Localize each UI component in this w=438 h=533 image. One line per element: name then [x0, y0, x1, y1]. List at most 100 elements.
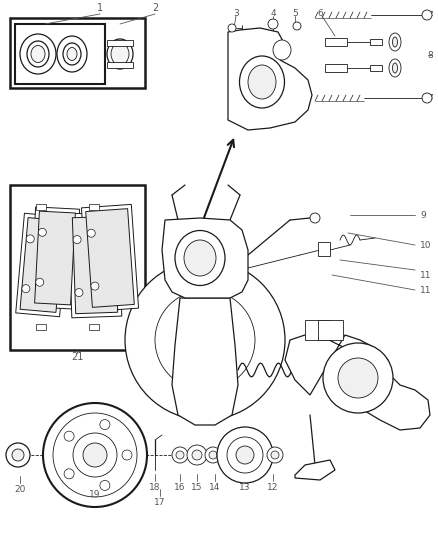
- Circle shape: [227, 24, 236, 32]
- Ellipse shape: [239, 56, 284, 108]
- Text: 14: 14: [209, 483, 220, 492]
- Text: 1: 1: [97, 3, 103, 13]
- Circle shape: [205, 447, 220, 463]
- Polygon shape: [20, 217, 64, 312]
- Polygon shape: [30, 207, 79, 309]
- Circle shape: [64, 469, 74, 479]
- Ellipse shape: [107, 39, 133, 69]
- Circle shape: [208, 451, 216, 459]
- Ellipse shape: [392, 37, 396, 47]
- Circle shape: [176, 451, 184, 459]
- Circle shape: [6, 443, 30, 467]
- Bar: [10, 18, 145, 88]
- Circle shape: [83, 443, 107, 467]
- Bar: [36, 204, 46, 210]
- Circle shape: [122, 450, 132, 460]
- Circle shape: [322, 343, 392, 413]
- Circle shape: [22, 285, 30, 293]
- Bar: [369, 39, 381, 45]
- Bar: [324, 64, 346, 72]
- Polygon shape: [68, 212, 121, 318]
- Circle shape: [87, 229, 95, 237]
- Circle shape: [216, 427, 272, 483]
- Ellipse shape: [111, 43, 129, 65]
- Text: 11: 11: [419, 286, 431, 295]
- Ellipse shape: [31, 45, 45, 62]
- Text: 15: 15: [191, 483, 202, 492]
- Ellipse shape: [63, 43, 81, 65]
- Circle shape: [421, 10, 431, 20]
- Circle shape: [191, 450, 201, 460]
- Circle shape: [43, 403, 147, 507]
- Ellipse shape: [57, 36, 87, 72]
- Text: 4: 4: [269, 9, 275, 18]
- Polygon shape: [227, 28, 311, 130]
- Circle shape: [421, 93, 431, 103]
- Circle shape: [125, 260, 284, 420]
- Ellipse shape: [392, 63, 396, 73]
- Polygon shape: [85, 208, 134, 308]
- Text: 2: 2: [152, 3, 158, 13]
- Bar: [89, 324, 99, 330]
- Circle shape: [73, 433, 117, 477]
- Text: 16: 16: [174, 483, 185, 492]
- Bar: [369, 65, 381, 71]
- Text: 20: 20: [14, 486, 26, 495]
- Circle shape: [75, 288, 83, 296]
- Circle shape: [53, 413, 137, 497]
- Ellipse shape: [20, 34, 56, 74]
- Text: 13: 13: [239, 483, 250, 492]
- Circle shape: [172, 447, 187, 463]
- Circle shape: [292, 22, 300, 30]
- Circle shape: [337, 358, 377, 398]
- Circle shape: [100, 419, 110, 430]
- Bar: [107, 40, 133, 46]
- Bar: [89, 204, 99, 210]
- Bar: [107, 62, 133, 68]
- Ellipse shape: [388, 59, 400, 77]
- Polygon shape: [72, 216, 117, 314]
- Circle shape: [64, 431, 74, 441]
- Circle shape: [236, 446, 254, 464]
- Polygon shape: [162, 218, 247, 298]
- Polygon shape: [35, 211, 75, 305]
- Bar: [324, 38, 346, 46]
- Ellipse shape: [67, 47, 77, 61]
- Text: 17: 17: [154, 498, 166, 507]
- Bar: [317, 320, 342, 340]
- Circle shape: [309, 213, 319, 223]
- Circle shape: [267, 19, 277, 29]
- Polygon shape: [294, 460, 334, 480]
- Bar: [10, 185, 145, 350]
- Ellipse shape: [247, 65, 276, 99]
- Text: 19: 19: [89, 490, 100, 499]
- Ellipse shape: [184, 240, 215, 276]
- Circle shape: [155, 290, 254, 390]
- Text: 21: 21: [71, 352, 83, 362]
- Bar: [15, 24, 105, 84]
- Bar: [36, 324, 46, 330]
- Circle shape: [266, 447, 283, 463]
- Ellipse shape: [175, 230, 225, 286]
- Ellipse shape: [388, 33, 400, 51]
- Text: 3: 3: [233, 9, 238, 18]
- Text: 5: 5: [291, 9, 297, 18]
- Circle shape: [12, 449, 24, 461]
- Text: 7: 7: [426, 11, 432, 20]
- Text: 10: 10: [419, 240, 431, 249]
- Bar: [304, 320, 329, 340]
- Ellipse shape: [272, 40, 290, 60]
- Circle shape: [226, 437, 262, 473]
- Circle shape: [73, 236, 81, 244]
- Text: 18: 18: [149, 483, 160, 492]
- Text: 11: 11: [419, 271, 431, 279]
- Circle shape: [35, 278, 44, 286]
- Circle shape: [26, 235, 34, 243]
- Text: 8: 8: [426, 51, 432, 60]
- Text: 7: 7: [426, 93, 432, 102]
- Text: 12: 12: [267, 483, 278, 492]
- Polygon shape: [16, 213, 68, 317]
- Polygon shape: [284, 335, 429, 430]
- Circle shape: [91, 282, 99, 290]
- Polygon shape: [81, 204, 138, 312]
